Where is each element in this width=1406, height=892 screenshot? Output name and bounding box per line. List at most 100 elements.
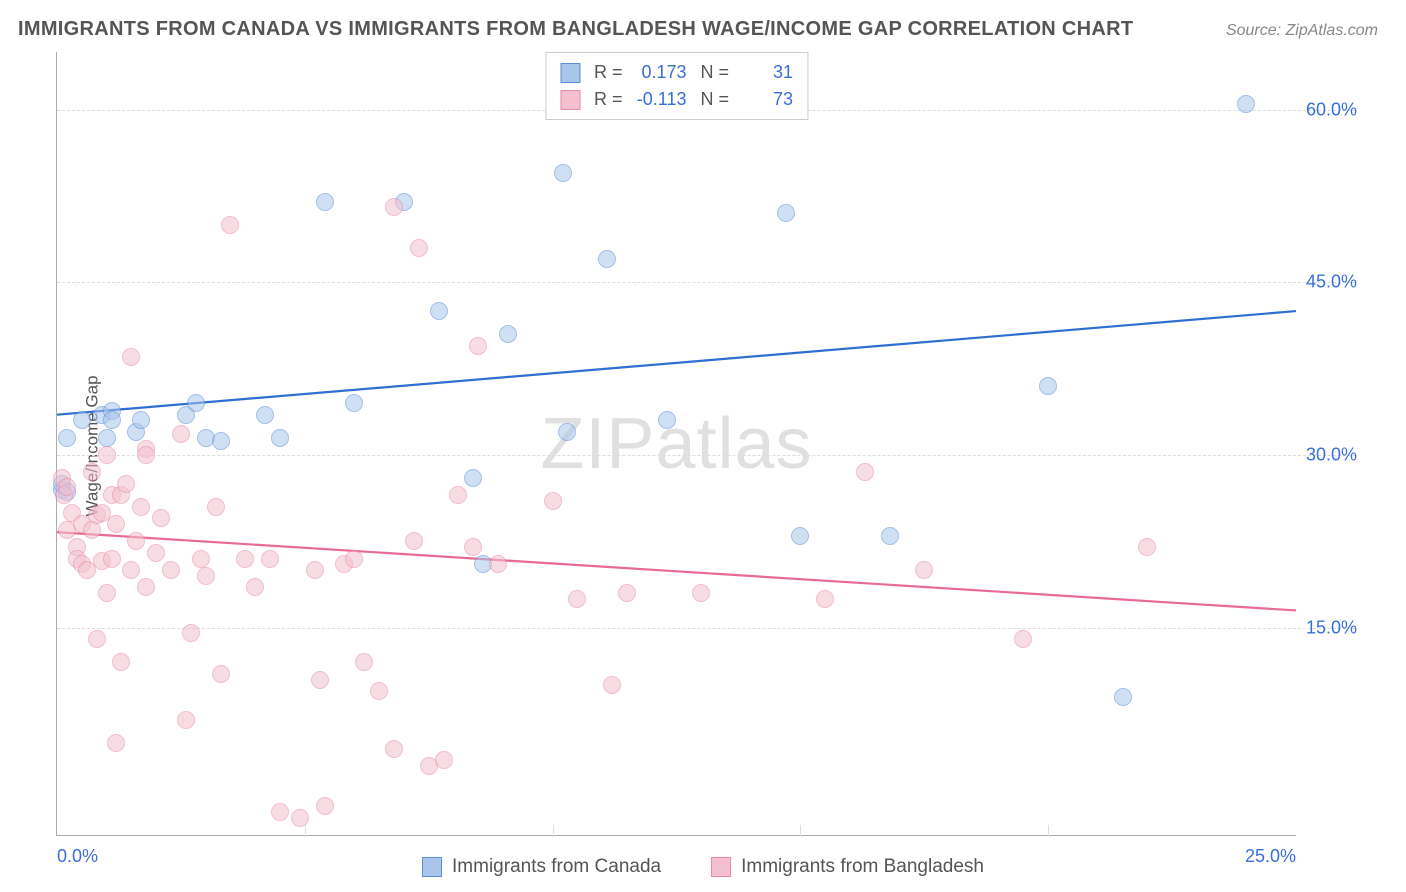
scatter-point: [117, 475, 135, 493]
scatter-point: [152, 509, 170, 527]
legend-swatch-bangladesh: [560, 90, 580, 110]
legend-swatch-canada: [422, 857, 442, 877]
scatter-point: [544, 492, 562, 510]
scatter-point: [177, 711, 195, 729]
scatter-point: [1039, 377, 1057, 395]
scatter-point: [212, 432, 230, 450]
scatter-point: [182, 624, 200, 642]
n-label: N =: [701, 86, 730, 113]
stats-legend-row-canada: R = 0.173 N = 31: [560, 59, 793, 86]
scatter-point: [435, 751, 453, 769]
scatter-point: [777, 204, 795, 222]
scatter-point: [554, 164, 572, 182]
scatter-point: [221, 216, 239, 234]
scatter-point: [915, 561, 933, 579]
scatter-point: [172, 425, 190, 443]
scatter-point: [856, 463, 874, 481]
r-value-canada: 0.173: [633, 59, 687, 86]
y-tick-label: 45.0%: [1306, 272, 1396, 293]
scatter-point: [603, 676, 621, 694]
r-value-bangladesh: -0.113: [633, 86, 687, 113]
series-legend-item-canada: Immigrants from Canada: [422, 856, 661, 878]
scatter-point: [137, 578, 155, 596]
scatter-point: [464, 538, 482, 556]
scatter-point: [430, 302, 448, 320]
scatter-point: [568, 590, 586, 608]
scatter-point: [207, 498, 225, 516]
scatter-point: [1014, 630, 1032, 648]
scatter-point: [345, 394, 363, 412]
gridline-horizontal: [57, 282, 1356, 283]
scatter-point: [1114, 688, 1132, 706]
scatter-point: [489, 555, 507, 573]
scatter-point: [103, 411, 121, 429]
x-tick-mark: [553, 825, 554, 837]
x-tick-label: 25.0%: [1245, 846, 1296, 867]
n-value-canada: 31: [739, 59, 793, 86]
scatter-point: [58, 478, 76, 496]
x-tick-mark: [800, 825, 801, 837]
x-tick-mark: [1048, 825, 1049, 837]
legend-swatch-bangladesh: [711, 857, 731, 877]
trend-lines-layer: [57, 52, 1296, 835]
scatter-point: [469, 337, 487, 355]
scatter-point: [132, 411, 150, 429]
scatter-point: [103, 550, 121, 568]
scatter-point: [122, 561, 140, 579]
scatter-point: [449, 486, 467, 504]
series-legend-item-bangladesh: Immigrants from Bangladesh: [711, 856, 984, 878]
scatter-point: [791, 527, 809, 545]
scatter-point: [311, 671, 329, 689]
scatter-point: [1237, 95, 1255, 113]
stats-legend: R = 0.173 N = 31 R = -0.113 N = 73: [545, 52, 808, 120]
series-legend-label: Immigrants from Bangladesh: [741, 856, 984, 878]
n-value-bangladesh: 73: [739, 86, 793, 113]
source-attribution: Source: ZipAtlas.com: [1226, 22, 1378, 40]
scatter-point: [246, 578, 264, 596]
scatter-point: [98, 446, 116, 464]
y-tick-label: 15.0%: [1306, 617, 1396, 638]
x-tick-label: 0.0%: [57, 846, 98, 867]
scatter-point: [316, 797, 334, 815]
scatter-point: [112, 653, 130, 671]
scatter-point: [410, 239, 428, 257]
scatter-point: [271, 803, 289, 821]
scatter-point: [197, 567, 215, 585]
n-label: N =: [701, 59, 730, 86]
scatter-point: [147, 544, 165, 562]
y-tick-label: 30.0%: [1306, 445, 1396, 466]
scatter-point: [73, 411, 91, 429]
scatter-point: [256, 406, 274, 424]
scatter-point: [598, 250, 616, 268]
scatter-point: [107, 515, 125, 533]
scatter-point: [558, 423, 576, 441]
stats-legend-row-bangladesh: R = -0.113 N = 73: [560, 86, 793, 113]
watermark: ZIPatlas: [540, 403, 812, 485]
scatter-point: [405, 532, 423, 550]
r-label: R =: [594, 59, 623, 86]
plot-area: ZIPatlas R = 0.173 N = 31 R = -0.113 N =…: [56, 52, 1296, 836]
scatter-point: [1138, 538, 1156, 556]
scatter-point: [122, 348, 140, 366]
scatter-point: [385, 198, 403, 216]
legend-swatch-canada: [560, 63, 580, 83]
scatter-point: [499, 325, 517, 343]
chart-title: IMMIGRANTS FROM CANADA VS IMMIGRANTS FRO…: [18, 18, 1133, 41]
scatter-point: [127, 532, 145, 550]
trend-line: [57, 532, 1296, 610]
scatter-point: [187, 394, 205, 412]
scatter-point: [98, 429, 116, 447]
scatter-point: [316, 193, 334, 211]
scatter-point: [345, 550, 363, 568]
scatter-point: [212, 665, 230, 683]
scatter-point: [370, 682, 388, 700]
r-label: R =: [594, 86, 623, 113]
scatter-point: [192, 550, 210, 568]
scatter-point: [58, 429, 76, 447]
y-tick-label: 60.0%: [1306, 99, 1396, 120]
scatter-point: [83, 463, 101, 481]
scatter-point: [98, 584, 116, 602]
gridline-horizontal: [57, 455, 1356, 456]
scatter-point: [816, 590, 834, 608]
x-tick-mark: [305, 825, 306, 837]
